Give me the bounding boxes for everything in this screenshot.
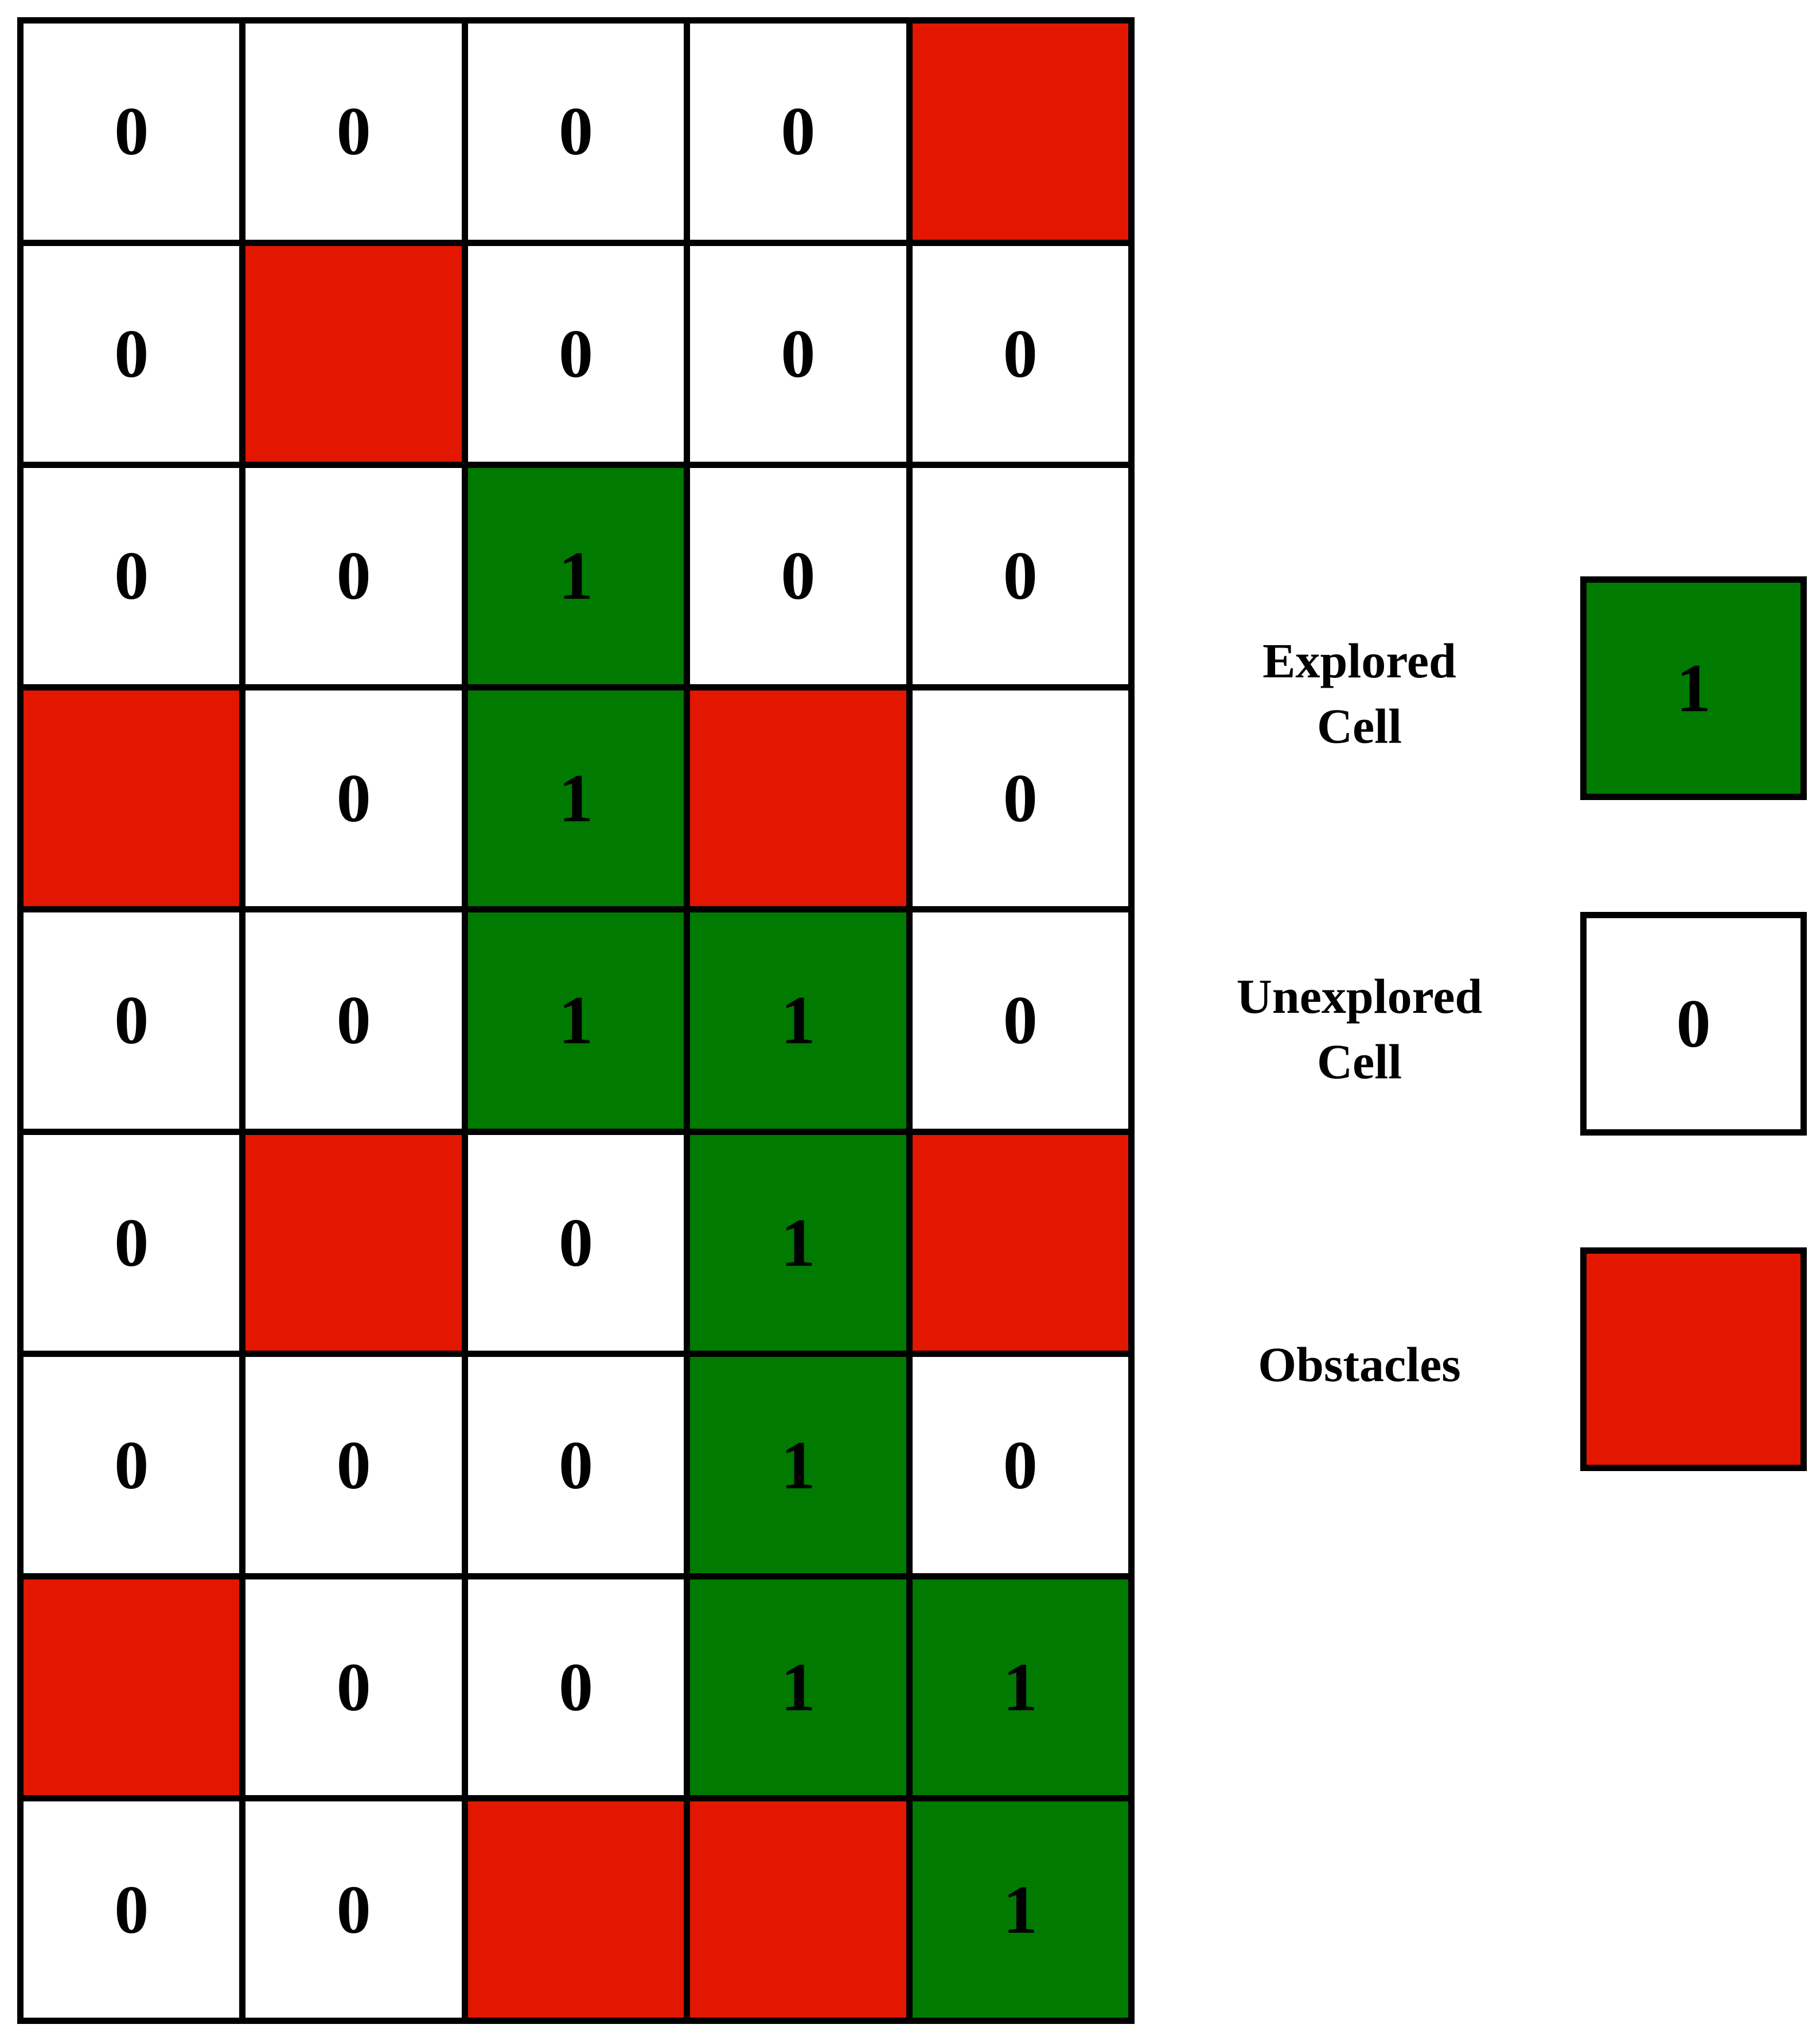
cell-value: 1: [781, 1426, 816, 1503]
legend-unexplored-value: 0: [1676, 985, 1711, 1062]
unexplored-cell: 0: [245, 1801, 462, 2018]
cell-value: 0: [558, 1204, 593, 1281]
unexplored-cell: 0: [467, 245, 684, 462]
legend-unexplored-swatch: 0: [1580, 912, 1807, 1136]
cell-value: 0: [114, 93, 149, 170]
unexplored-cell: 0: [24, 1357, 240, 1573]
unexplored-cell: 0: [245, 912, 462, 1129]
unexplored-cell: 0: [912, 912, 1128, 1129]
obstacle-cell: [690, 1801, 906, 2018]
cell-value: 1: [781, 1204, 816, 1281]
cell-value: 0: [558, 1649, 593, 1726]
unexplored-cell: 0: [912, 1357, 1128, 1573]
unexplored-cell: 0: [912, 468, 1128, 684]
cell-value: 0: [781, 93, 816, 170]
cell-value: 0: [1003, 315, 1038, 392]
cell-value: 0: [1003, 759, 1038, 836]
obstacle-cell: [912, 1134, 1128, 1351]
unexplored-cell: 0: [24, 912, 240, 1129]
cell-value: 0: [114, 982, 149, 1059]
cell-value: 0: [558, 93, 593, 170]
explored-cell: 1: [912, 1801, 1128, 2018]
cell-value: 1: [558, 982, 593, 1059]
unexplored-cell: 0: [690, 245, 906, 462]
unexplored-cell: 0: [690, 24, 906, 240]
cell-value: 0: [558, 315, 593, 392]
explored-cell: 1: [467, 912, 684, 1129]
cell-value: 0: [1003, 1426, 1038, 1503]
unexplored-cell: 0: [467, 1357, 684, 1573]
unexplored-cell: 0: [24, 24, 240, 240]
obstacle-cell: [467, 1801, 684, 2018]
obstacle-cell: [245, 245, 462, 462]
obstacle-cell: [245, 1134, 462, 1351]
cell-value: 0: [114, 1871, 149, 1948]
obstacle-cell: [24, 690, 240, 907]
legend-explored-label-line1: Explored: [1262, 633, 1456, 688]
cell-value: 0: [336, 93, 371, 170]
cell-value: 1: [781, 1649, 816, 1726]
cell-value: 0: [336, 1649, 371, 1726]
cell-value: 1: [558, 759, 593, 836]
unexplored-cell: 0: [467, 1579, 684, 1796]
unexplored-cell: 0: [467, 1134, 684, 1351]
cell-value: 0: [336, 982, 371, 1059]
cell-value: 0: [336, 1426, 371, 1503]
legend-explored-label-line2: Cell: [1316, 699, 1402, 754]
cell-value: 1: [1003, 1649, 1038, 1726]
unexplored-cell: 0: [24, 468, 240, 684]
cell-value: 0: [558, 1426, 593, 1503]
cell-value: 0: [336, 537, 371, 614]
exploration-grid: 0 0 0 0 0 0 0 0 0 0 1 0 0 0 1 0 0 0 1 1 0 0 0 1 0 0 0 1 0 0 0 1 1 0 0 1: [17, 17, 1135, 2024]
explored-cell: 1: [690, 1357, 906, 1573]
cell-value: 0: [114, 537, 149, 614]
legend-unexplored-label: Unexplored Cell: [1159, 964, 1560, 1094]
explored-cell: 1: [690, 1579, 906, 1796]
cell-value: 0: [336, 759, 371, 836]
cell-value: 1: [1003, 1871, 1038, 1948]
unexplored-cell: 0: [24, 1801, 240, 2018]
legend-explored-swatch: 1: [1580, 576, 1807, 800]
cell-value: 0: [1003, 982, 1038, 1059]
unexplored-cell: 0: [245, 1357, 462, 1573]
unexplored-cell: 0: [912, 245, 1128, 462]
explored-cell: 1: [467, 690, 684, 907]
unexplored-cell: 0: [24, 245, 240, 462]
explored-cell: 1: [912, 1579, 1128, 1796]
legend-obstacles-label-text: Obstacles: [1258, 1337, 1461, 1392]
unexplored-cell: 0: [245, 468, 462, 684]
legend-unexplored-label-line1: Unexplored: [1236, 969, 1483, 1024]
cell-value: 0: [781, 537, 816, 614]
cell-value: 0: [781, 315, 816, 392]
unexplored-cell: 0: [245, 1579, 462, 1796]
cell-value: 0: [114, 1426, 149, 1503]
legend-obstacles-swatch: [1580, 1247, 1807, 1471]
obstacle-cell: [24, 1579, 240, 1796]
unexplored-cell: 0: [467, 24, 684, 240]
cell-value: 0: [336, 1871, 371, 1948]
cell-value: 1: [781, 982, 816, 1059]
legend-obstacles-label: Obstacles: [1159, 1332, 1560, 1397]
explored-cell: 1: [690, 1134, 906, 1351]
cell-value: 0: [114, 1204, 149, 1281]
unexplored-cell: 0: [24, 1134, 240, 1351]
unexplored-cell: 0: [245, 690, 462, 907]
explored-cell: 1: [690, 912, 906, 1129]
explored-cell: 1: [467, 468, 684, 684]
legend-explored-label: Explored Cell: [1159, 628, 1560, 759]
legend-unexplored-label-line2: Cell: [1316, 1034, 1402, 1089]
cell-value: 0: [1003, 537, 1038, 614]
obstacle-cell: [690, 690, 906, 907]
legend-explored-value: 1: [1676, 650, 1711, 726]
cell-value: 1: [558, 537, 593, 614]
unexplored-cell: 0: [690, 468, 906, 684]
cell-value: 0: [114, 315, 149, 392]
unexplored-cell: 0: [245, 24, 462, 240]
unexplored-cell: 0: [912, 690, 1128, 907]
obstacle-cell: [912, 24, 1128, 240]
